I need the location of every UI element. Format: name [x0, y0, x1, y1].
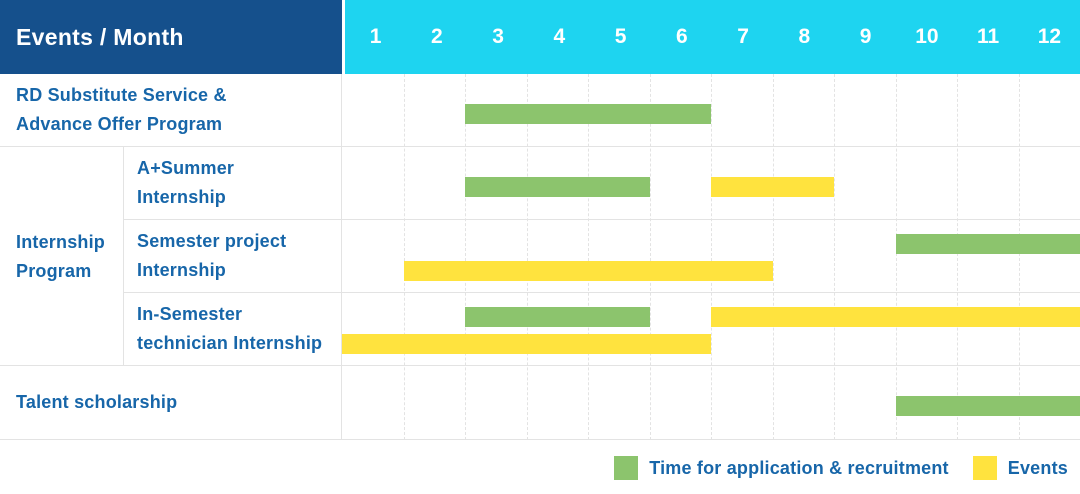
row-chart-area-in-semester-technician-internship	[342, 293, 1080, 365]
bar-line	[342, 307, 1080, 327]
group-label-line: Internship	[16, 231, 106, 252]
row-label-talent-scholarship: Talent scholarship	[0, 366, 342, 439]
gantt-bar-yellow-m1-m6	[342, 334, 711, 354]
gantt-bar-yellow-m7-m8	[711, 177, 834, 197]
month-header-10: 10	[915, 25, 939, 48]
gantt-row-rd-substitute-service-advance-offer-program: RD Substitute Service & Advance Offer Pro…	[0, 74, 1080, 147]
group-column-spacer	[0, 147, 124, 220]
legend-item-events: Events	[972, 456, 1068, 480]
row-label-line: technician Internship	[137, 333, 323, 353]
gantt-bar-green-m3-m6	[465, 104, 711, 124]
month-header-5: 5	[614, 25, 627, 48]
month-header-2: 2	[431, 25, 443, 48]
gantt-body: RD Substitute Service & Advance Offer Pro…	[0, 74, 1080, 440]
gantt-row-talent-scholarship: Talent scholarship	[0, 366, 1080, 440]
bar-line	[342, 334, 1080, 354]
bar-line	[342, 396, 1080, 416]
group-column-spacer	[0, 220, 124, 293]
month-header-3: 3	[492, 25, 504, 48]
gantt-bar-green-m3-m5	[465, 307, 650, 327]
month-header-6: 6	[676, 25, 688, 48]
month-header-12: 12	[1037, 25, 1062, 48]
row-label-line: Internship	[137, 187, 227, 207]
month-header-4: 4	[553, 25, 566, 48]
month-header-8: 8	[798, 25, 811, 48]
row-label-line: In-Semester	[137, 304, 243, 324]
row-label-a-summer-internship: A+Summer Internship	[124, 147, 342, 220]
group-label-internship-program: Internship Program	[0, 147, 124, 366]
row-chart-area-semester-project-internship	[342, 220, 1080, 293]
row-label-line: Internship	[137, 260, 227, 280]
group-column-spacer	[0, 293, 124, 365]
gantt-row-semester-project-internship: Semester project Internship	[0, 220, 1080, 293]
row-label-in-semester-technician-internship: In-Semester technician Internship	[124, 293, 342, 365]
row-label-line: RD Substitute Service &	[16, 85, 227, 105]
gantt-bar-yellow-m7-m12	[711, 307, 1080, 327]
row-label-line: A+Summer	[137, 158, 235, 178]
gantt-row-in-semester-technician-internship: In-Semester technician Internship	[0, 293, 1080, 366]
month-header-11: 11	[977, 25, 1000, 48]
month-header-7: 7	[737, 25, 749, 48]
row-label-line: Semester project	[137, 231, 287, 251]
month-header-1: 1	[369, 25, 382, 48]
gantt-bar-green-m3-m5	[465, 177, 650, 197]
legend-label-events: Events	[1007, 457, 1068, 478]
gantt-rows: RD Substitute Service & Advance Offer Pro…	[0, 74, 1080, 440]
events-month-header-cell: Events / Month	[0, 0, 342, 74]
row-chart-area-a-summer-internship	[342, 147, 1080, 220]
gantt-row-a-summer-internship: A+Summer Internship	[0, 147, 1080, 220]
gantt-bar-green-m10-m12	[895, 396, 1080, 416]
months-header: 1 2 3 4 5 6 7 8 9 10 11 12	[345, 0, 1080, 74]
green-swatch-icon	[614, 456, 639, 480]
row-chart-area-talent-scholarship	[342, 366, 1080, 439]
row-label-line: Talent scholarship	[16, 392, 178, 412]
gantt-bar-yellow-m2-m7	[403, 261, 773, 281]
month-header-9: 9	[859, 25, 872, 48]
table-header-row: Events / Month 1 2 3 4 5 6 7 8 9 10 11 12	[0, 0, 1080, 74]
bar-line	[342, 177, 1080, 197]
row-label-rd-substitute-service-advance-offer-program: RD Substitute Service & Advance Offer Pro…	[0, 74, 342, 146]
group-label-line: Program	[16, 260, 92, 281]
gantt-bar-green-m10-m12	[895, 234, 1080, 254]
row-label-semester-project-internship: Semester project Internship	[124, 220, 342, 293]
row-label-line: Advance Offer Program	[16, 114, 223, 134]
bar-line	[342, 234, 1080, 254]
legend-label-application-recruitment: Time for application & recruitment	[649, 457, 949, 478]
legend-item-application-recruitment: Time for application & recruitment	[614, 456, 949, 480]
bar-line	[342, 261, 1080, 281]
legend: Time for application & recruitment Event…	[614, 456, 1068, 480]
row-chart-area-rd-substitute-service-advance-offer-program	[342, 74, 1080, 146]
bar-line	[342, 104, 1080, 124]
table-title: Events / Month	[16, 23, 184, 50]
yellow-swatch-icon	[972, 456, 997, 480]
